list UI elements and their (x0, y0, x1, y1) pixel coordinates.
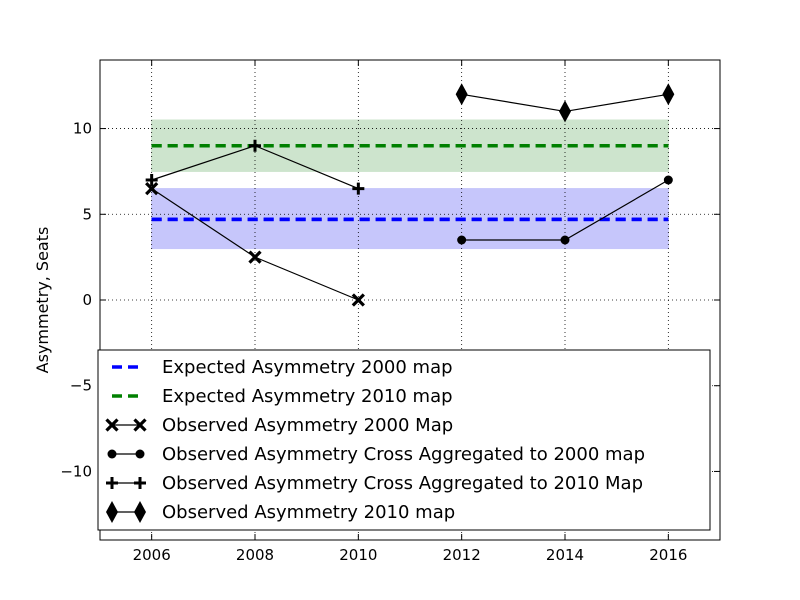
legend-handle-marker-b-2 (133, 418, 147, 432)
x-tick-label-0: 2006 (133, 546, 171, 564)
x-tick-label-5: 2016 (649, 546, 687, 564)
series-3-point-1 (559, 100, 571, 123)
legend-label-2: Observed Asymmetry 2000 Map (162, 415, 453, 436)
series-2-point-1 (249, 139, 261, 152)
series-0-point-1 (248, 250, 262, 264)
y-tick-label-1: −5 (70, 377, 92, 395)
series-0-point-0 (145, 181, 159, 196)
x-tick-label-3: 2012 (443, 546, 481, 564)
legend-label-1: Expected Asymmetry 2010 map (162, 386, 453, 407)
y-axis-label: Asymmetry, Seats (33, 227, 52, 374)
legend-label-5: Observed Asymmetry 2010 map (162, 502, 455, 523)
legend-handle-marker-b-3 (135, 449, 145, 459)
series-0-point-2 (351, 293, 365, 307)
legend-handle-marker-b-4 (134, 477, 146, 489)
legend-label-4: Observed Asymmetry Cross Aggregated to 2… (162, 473, 643, 494)
y-tick-label-2: 0 (82, 291, 92, 309)
x-tick-label-4: 2014 (546, 546, 584, 564)
y-tick-label-3: 5 (82, 205, 92, 223)
legend-handle-marker-a-2 (105, 418, 119, 432)
x-tick-label-1: 2008 (236, 546, 274, 564)
legend-handle-marker-a-5 (106, 501, 118, 523)
series-2-point-0 (145, 174, 158, 186)
legend-label-3: Observed Asymmetry Cross Aggregated to 2… (162, 444, 645, 465)
legend-handle-marker-a-4 (106, 477, 118, 489)
legend-box (97, 349, 711, 531)
series-3-point-2 (662, 83, 675, 106)
y-tick-label-4: 10 (73, 120, 92, 138)
series-2-point-2 (352, 182, 365, 195)
legend-handle-marker-a-3 (107, 449, 117, 459)
series-1-point-2 (663, 175, 673, 185)
series-3-point-0 (455, 83, 468, 106)
legend-handle-marker-b-5 (134, 501, 146, 523)
legend-label-0: Expected Asymmetry 2000 map (162, 357, 453, 378)
series-layer (145, 83, 675, 307)
series-1-point-1 (560, 235, 570, 245)
x-tick-label-2: 2010 (339, 546, 377, 564)
legend: Expected Asymmetry 2000 map Expected Asym… (97, 349, 711, 531)
ticks-layer: 2006 2008 2010 2012 2014 2016 −10 −5 0 5 10 (60, 60, 720, 564)
y-tick-label-0: −10 (60, 462, 92, 480)
series-1-point-0 (457, 235, 467, 245)
